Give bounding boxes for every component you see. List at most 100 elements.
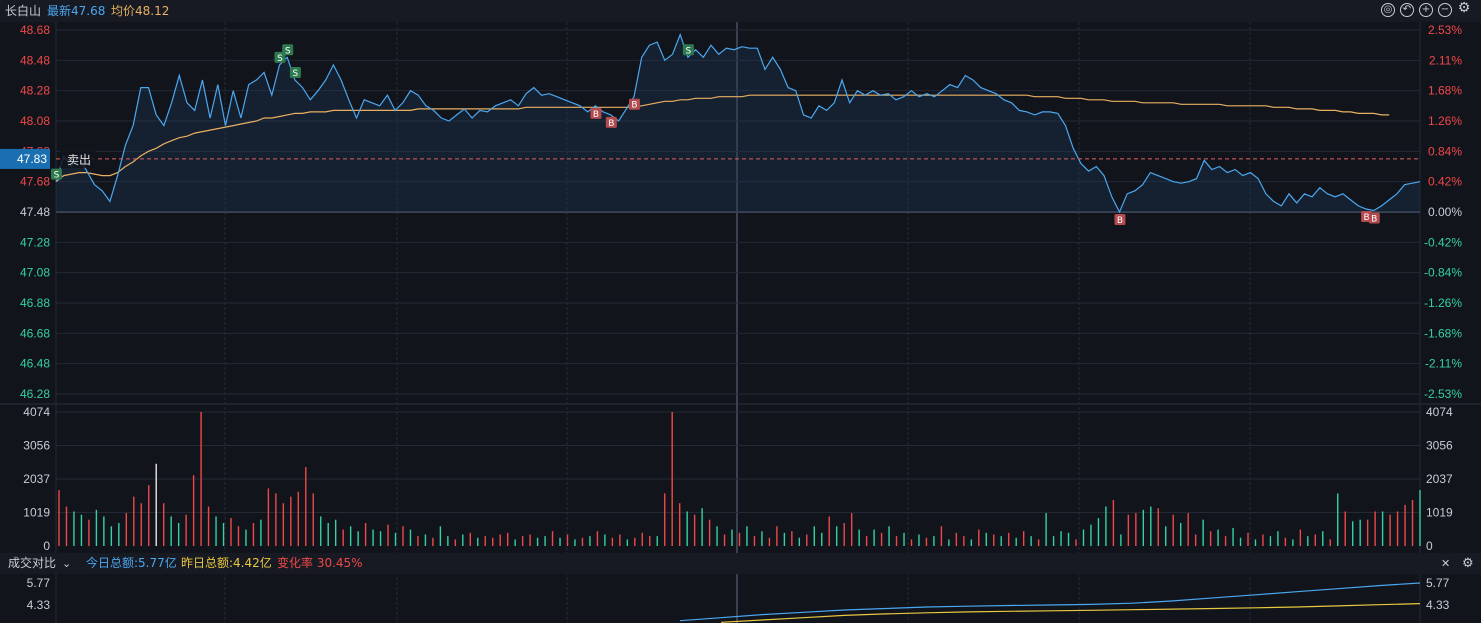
price-tick-label: 48.28 <box>20 84 50 98</box>
volume-tick-label: 3056 <box>23 438 50 452</box>
marker-label: B <box>631 101 637 111</box>
price-tick-label: 47.48 <box>20 205 50 219</box>
average-price-line <box>55 94 1390 183</box>
price-tick-label: 48.68 <box>20 23 50 37</box>
price-tick-label: 47.28 <box>20 235 50 249</box>
volume-tick-label: 1019 <box>23 505 50 519</box>
cursor-price-box <box>0 148 50 169</box>
percent-tick-label: -1.68% <box>1424 326 1462 340</box>
marker-label: S <box>54 171 60 181</box>
price-tick-label: 46.68 <box>20 326 50 340</box>
back-icon[interactable]: ↶ <box>1400 3 1414 17</box>
yesterday-total: 昨日总额:4.42亿 <box>181 556 272 570</box>
percent-tick-label: -2.53% <box>1424 387 1462 401</box>
price-tick-label: 48.08 <box>20 114 50 128</box>
marker-box <box>682 44 694 56</box>
average-price: 均价48.12 <box>111 4 170 18</box>
percent-tick-label: 1.26% <box>1428 114 1462 128</box>
today-total-line <box>679 582 1421 622</box>
volume-compare-header: 成交对比 ⌄ 今日总额:5.77亿 昨日总额:4.42亿 变化率 30.45% … <box>0 553 1481 574</box>
marker-box <box>282 44 294 56</box>
buy-marker[interactable]: B <box>1114 214 1126 226</box>
axis-labels: 48.68 2.53% 48.48 2.11% 48.28 1.68% 48.08 1.26%… <box>20 23 1462 612</box>
marker-label: S <box>686 46 692 56</box>
price-tick-label: 46.88 <box>20 296 50 310</box>
target-icon[interactable]: ◎ <box>1381 3 1395 17</box>
price-tick-label: 48.48 <box>20 53 50 67</box>
marker-box <box>1368 212 1380 224</box>
volume-tick-label-right: 1019 <box>1426 505 1453 519</box>
price-tick-label: 47.08 <box>20 266 50 280</box>
buy-marker[interactable]: B <box>605 116 617 129</box>
price-tick-label: 47.68 <box>20 175 50 189</box>
percent-tick-label: 0.00% <box>1428 205 1462 219</box>
price-area-shape <box>56 34 1420 212</box>
cursor-annotation: 卖出 <box>67 153 91 167</box>
percent-tick-label: -1.26% <box>1424 296 1462 310</box>
percent-tick-label: -0.84% <box>1424 266 1462 280</box>
stock-name[interactable]: 长白山 <box>5 4 42 18</box>
marker-label: S <box>293 69 299 79</box>
close-icon[interactable]: ✕ <box>1441 557 1451 570</box>
marker-box <box>628 98 640 110</box>
cursor-price-label: 47.83 <box>17 152 47 166</box>
stock-header: 长白山 最新47.68 均价48.12 ◎ ↶ + − ⚙ <box>0 0 1481 22</box>
zoom-in-icon[interactable]: + <box>1419 3 1433 17</box>
volume-compare-lines <box>679 582 1421 623</box>
marker-label: S <box>277 54 283 64</box>
sell-marker[interactable]: S <box>282 44 294 56</box>
settings-gear-icon[interactable]: ⚙ <box>1457 0 1471 16</box>
price-tick-label: 46.28 <box>20 387 50 401</box>
volume-tick-label: 2037 <box>23 472 50 486</box>
compare-label[interactable]: 成交对比 <box>8 556 57 570</box>
marker-box <box>289 67 301 79</box>
percent-tick-label: 0.42% <box>1428 175 1462 189</box>
percent-tick-label: -0.42% <box>1424 235 1462 249</box>
average-series-line <box>55 94 1390 183</box>
buy-marker[interactable]: B <box>1368 212 1380 224</box>
sell-marker[interactable]: S <box>289 67 301 79</box>
volume-tick-label-right: 2037 <box>1426 472 1453 486</box>
volume-tick-label-right: 3056 <box>1426 438 1453 452</box>
cursor-annotation-box <box>60 149 96 168</box>
marker-label: S <box>285 46 291 56</box>
marker-box <box>1114 214 1126 225</box>
compare-tick-label-right: 4.33 <box>1426 598 1450 612</box>
crosshair-cursor: 47.83 卖出 <box>0 148 1420 169</box>
latest-price: 最新47.68 <box>47 4 106 18</box>
buy-marker[interactable]: B <box>628 98 640 111</box>
percent-tick-label: -2.11% <box>1425 357 1462 371</box>
percent-tick-label: 2.11% <box>1429 53 1462 67</box>
percent-tick-label: 2.53% <box>1428 23 1462 37</box>
yesterday-total-line <box>721 603 1421 623</box>
volume-tick-label: 0 <box>43 539 50 553</box>
zoom-out-icon[interactable]: − <box>1438 3 1452 17</box>
change-rate: 变化率 30.45% <box>277 556 363 570</box>
buy-marker[interactable]: B <box>590 107 602 120</box>
marker-box <box>590 107 602 119</box>
marker-label: B <box>1117 216 1123 226</box>
percent-tick-label: 1.68% <box>1428 84 1462 98</box>
settings-gear-icon[interactable]: ⚙ <box>1462 556 1474 571</box>
percent-tick-label: 0.84% <box>1428 144 1462 158</box>
sell-marker[interactable]: S <box>51 168 62 181</box>
volume-tick-label: 4074 <box>23 405 50 419</box>
marker-label: B <box>1371 214 1377 224</box>
compare-tick-label: 4.33 <box>27 598 51 612</box>
chevron-down-icon[interactable]: ⌄ <box>62 557 72 570</box>
marker-label: B <box>1363 213 1369 223</box>
compare-tick-label: 5.77 <box>27 576 51 590</box>
price-tick-label: 46.48 <box>20 357 50 371</box>
volume-tick-label-right: 4074 <box>1426 405 1453 419</box>
marker-label: B <box>593 110 599 120</box>
compare-tick-label-right: 5.77 <box>1426 576 1450 590</box>
marker-label: B <box>608 119 614 129</box>
price-area-fill <box>56 34 1420 212</box>
sell-marker[interactable]: S <box>682 44 694 56</box>
marker-box <box>51 168 62 180</box>
volume-tick-label-right: 0 <box>1426 539 1433 553</box>
today-total: 今日总额:5.77亿 <box>86 556 177 570</box>
marker-box <box>605 116 617 128</box>
